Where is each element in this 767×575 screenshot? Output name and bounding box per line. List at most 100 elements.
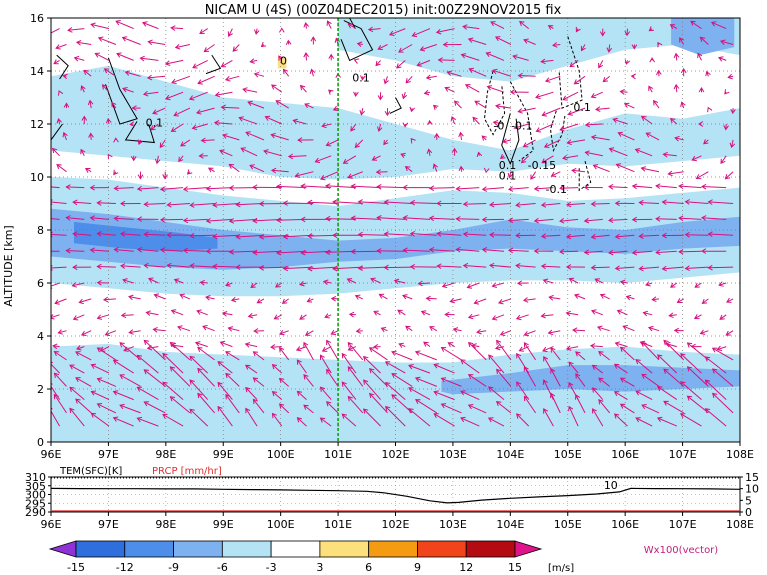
wind-vector-463: [402, 184, 431, 191]
wind-vector-407: [402, 215, 431, 221]
wind-vector-461: [350, 183, 381, 190]
wind-vector-680: [249, 58, 258, 64]
wind-vector-215: [523, 330, 536, 337]
wind-vector-234: [299, 314, 307, 320]
wind-vector-225: [72, 314, 85, 321]
wind-vector-473: [655, 183, 677, 189]
wind-vector-328: [540, 263, 561, 270]
wind-vector-726: [699, 36, 709, 45]
sub-x-tick-label-0: 96E: [41, 518, 62, 531]
contour-label-1: 0.1: [352, 72, 370, 85]
wind-vector-255: [128, 294, 141, 301]
wind-vector-422: [96, 200, 116, 206]
wind-vector-405: [350, 215, 381, 221]
wind-vector-620: [142, 90, 159, 97]
wind-vector-734: [199, 28, 208, 35]
wind-vector-135: [613, 363, 628, 374]
wind-vector-67: [319, 386, 332, 400]
wind-vector-650: [197, 75, 215, 85]
wind-vector-511: [219, 149, 233, 157]
wind-vector-592: [152, 107, 166, 115]
wind-vector-11: [319, 417, 332, 427]
wind-vector-743: [411, 28, 431, 38]
sub-x-tick-label-9: 105E: [554, 518, 582, 531]
wind-band-3: [338, 18, 740, 82]
wind-vector-555: [617, 131, 635, 141]
wind-vector-237: [373, 310, 381, 316]
wind-vector-560: [56, 117, 63, 125]
wind-vector-601: [384, 108, 391, 117]
wind-vector-198: [104, 330, 117, 337]
contour-label-2: 0.1: [573, 101, 591, 114]
colorbar-label-4: -3: [266, 561, 277, 574]
wind-vector-343: [205, 248, 233, 255]
wind-vector-498: [592, 164, 610, 173]
wind-vector-636: [535, 91, 554, 100]
wind-vector-367: [120, 231, 141, 237]
wind-vector-127: [408, 364, 431, 374]
wind-vector-545: [383, 139, 389, 146]
colorbar-segment-0: [75, 540, 126, 558]
wind-vector-600: [359, 107, 365, 116]
wind-vector-230: [196, 309, 208, 316]
wind-vector-580: [535, 123, 554, 133]
wind-vector-527: [608, 147, 628, 157]
wind-vector-189: [565, 345, 579, 351]
wind-vector-365: [72, 231, 92, 237]
wind-vector-299: [516, 280, 529, 287]
wind-vector-669: [680, 67, 687, 77]
wind-vector-424: [143, 201, 166, 208]
wind-vector-737: [278, 27, 285, 33]
wind-vector-73: [460, 390, 480, 401]
wind-vector-161: [575, 351, 586, 361]
wind-vector-448: [51, 186, 60, 189]
wind-vector-389: [661, 232, 684, 239]
wind-vector-272: [548, 294, 561, 301]
wind-vector-336: [51, 250, 60, 252]
wind-vector-588: [63, 102, 70, 109]
y-tick-label-5: 10: [30, 171, 44, 184]
wind-vector-528: [634, 148, 653, 157]
wind-vector-624: [242, 87, 258, 93]
wind-vector-163: [619, 346, 635, 361]
wind-vector-298: [491, 282, 505, 288]
colorbar-segment-1: [124, 540, 174, 558]
wind-vector-549: [481, 135, 488, 141]
wind-vector-226: [96, 314, 110, 320]
wind-vector-381: [462, 231, 487, 238]
chart-title: NICAM U (4S) (00Z04DEC2015) init:00Z29NO…: [205, 3, 562, 18]
y-tick-label-3: 6: [37, 277, 44, 290]
wind-vector-736: [254, 28, 260, 35]
wind-vector-154: [391, 350, 413, 361]
wind-vector-261: [281, 298, 289, 304]
wind-vector-277: [676, 298, 684, 303]
wind-vector-476: [56, 164, 67, 173]
wind-vector-50: [598, 399, 611, 414]
wind-vector-169: [76, 345, 85, 351]
wind-vector-108: [641, 373, 660, 387]
grid: [51, 18, 740, 442]
x-tick-label-4: 100E: [267, 448, 295, 461]
sub-temp-tick-label-0: 290: [25, 506, 46, 519]
wind-vector-353: [455, 246, 480, 253]
wind-vector-21: [568, 405, 579, 427]
wind-vector-579: [513, 123, 529, 130]
wind-vector-703: [121, 36, 141, 45]
contour-label-5: 0.1: [499, 170, 517, 183]
wind-vector-141: [75, 351, 92, 361]
wind-vector-543: [325, 139, 339, 147]
sub-x-tick-label-12: 108E: [726, 518, 754, 531]
sub-prcp-tick-label-1: 5: [745, 494, 752, 507]
wind-vector-335: [707, 264, 734, 271]
wind-vector-568: [238, 116, 258, 125]
wind-vector-602: [409, 106, 415, 113]
wind-vector-265: [378, 293, 388, 300]
wind-vector-329: [565, 264, 586, 270]
wind-vector-522: [499, 153, 506, 160]
wind-vector-581: [559, 123, 579, 132]
wind-vector-87: [119, 374, 141, 387]
wind-vector-3: [112, 416, 134, 427]
wind-vector-611: [623, 102, 635, 109]
